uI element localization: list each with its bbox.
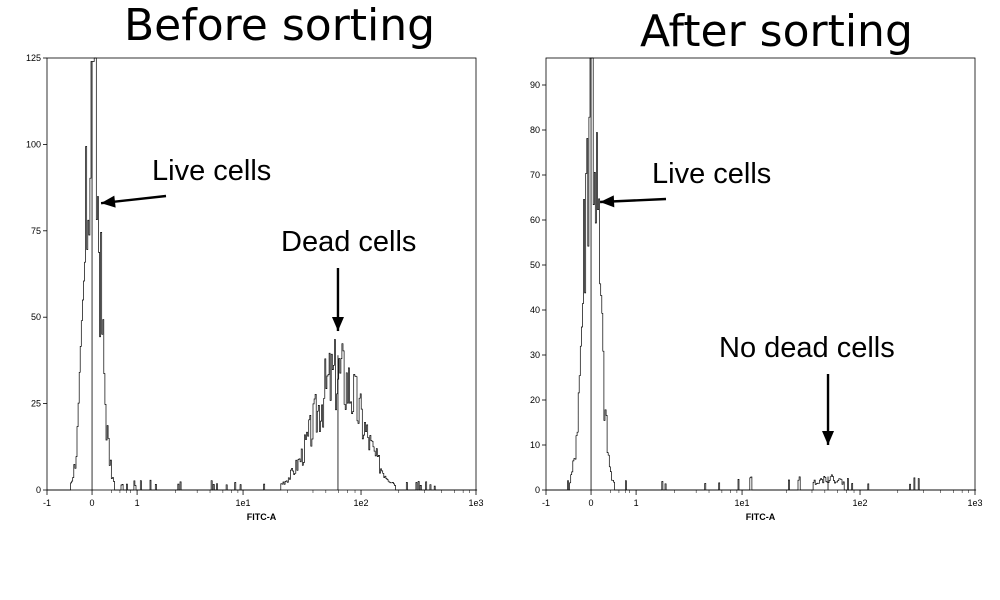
y-tick-label: 40 [530, 305, 540, 315]
y-tick-label: 25 [31, 399, 41, 409]
histogram-series [47, 57, 478, 491]
plot-frame [46, 57, 477, 491]
x-tick-label: -1 [43, 498, 51, 508]
arrow-head [600, 195, 615, 208]
y-tick-label: 60 [530, 215, 540, 225]
x-tick-label: -1 [542, 498, 550, 508]
histogram-series [546, 57, 977, 491]
x-tick-label: 0 [589, 498, 594, 508]
y-tick-label: 0 [36, 485, 41, 495]
y-tick-label: 0 [535, 485, 540, 495]
chart-title-after: After sorting [640, 6, 913, 57]
x-axis-label: FITC-A [746, 512, 776, 522]
annotation-live-cells: Live cells [152, 155, 271, 187]
arrow-head [331, 317, 344, 332]
x-tick-label: 0 [90, 498, 95, 508]
x-tick-label: 1e3 [468, 498, 483, 508]
y-tick-label: 30 [530, 350, 540, 360]
x-axis-label: FITC-A [247, 512, 277, 522]
y-tick-label: 50 [530, 260, 540, 270]
y-tick-label: 125 [26, 53, 41, 63]
x-tick-label: 1e1 [735, 498, 750, 508]
annotation-dead-cells: Dead cells [281, 226, 416, 258]
y-tick-label: 10 [530, 440, 540, 450]
y-tick-label: 75 [31, 226, 41, 236]
x-tick-label: 1 [135, 498, 140, 508]
y-tick-label: 90 [530, 80, 540, 90]
x-tick-label: 1 [634, 498, 639, 508]
arrow-head [822, 431, 835, 445]
x-tick-label: 1e2 [853, 498, 868, 508]
annotation-dead-cells: No dead cells [719, 332, 895, 364]
y-tick-label: 80 [530, 125, 540, 135]
y-tick-label: 100 [26, 139, 41, 149]
y-tick-label: 50 [31, 312, 41, 322]
y-tick-label: 70 [530, 170, 540, 180]
annotation-live-cells: Live cells [652, 158, 771, 190]
plot-frame [545, 57, 976, 491]
chart-title-before: Before sorting [124, 0, 436, 51]
x-tick-label: 1e2 [354, 498, 369, 508]
x-tick-label: 1e3 [967, 498, 982, 508]
arrow-head [101, 195, 116, 208]
x-tick-label: 1e1 [236, 498, 251, 508]
y-tick-label: 20 [530, 395, 540, 405]
